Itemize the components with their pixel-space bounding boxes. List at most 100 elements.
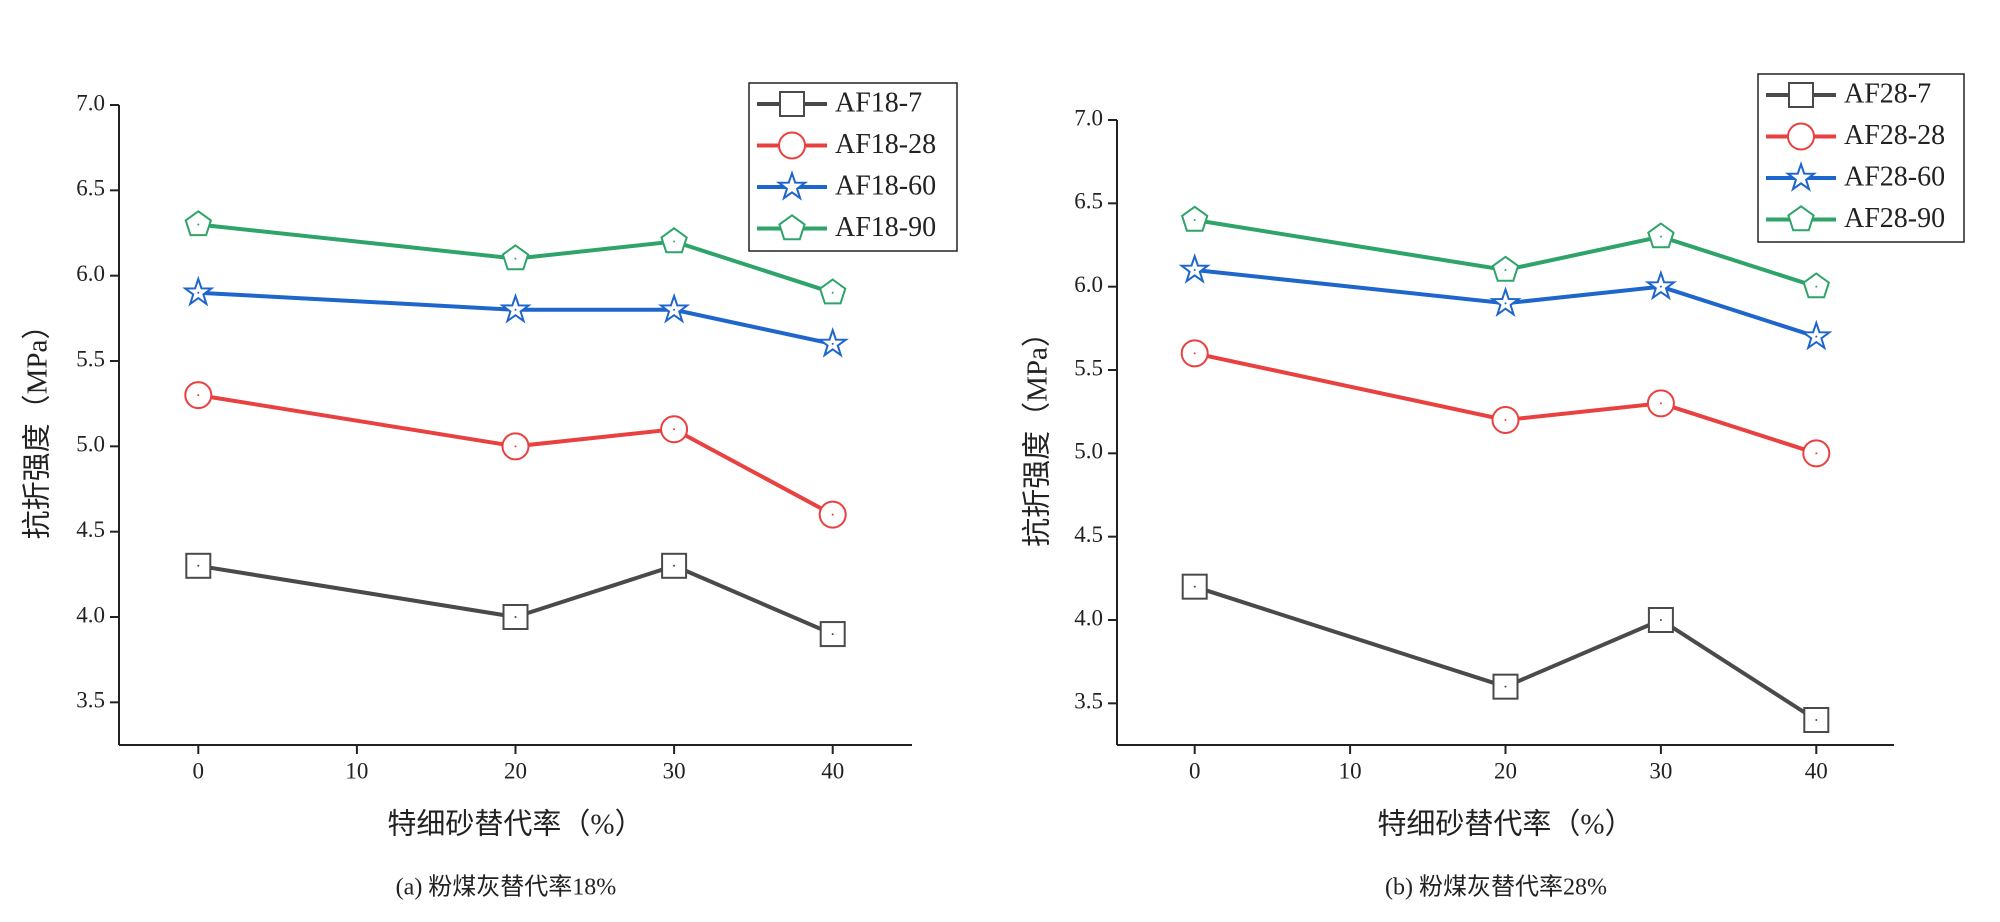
x-tick-label: 30 xyxy=(663,758,686,783)
y-tick-label: 3.5 xyxy=(76,688,105,713)
legend-label: AF28-60 xyxy=(1844,161,1945,192)
x-tick-label: 10 xyxy=(1339,758,1362,783)
series-line xyxy=(197,563,834,636)
series-line xyxy=(1194,218,1817,289)
data-point xyxy=(182,275,215,307)
legend-label: AF18-7 xyxy=(835,87,922,118)
data-point xyxy=(1800,319,1833,351)
marker-dot xyxy=(1659,619,1662,621)
data-point xyxy=(501,244,530,271)
y-tick-label: 5.5 xyxy=(1074,355,1103,380)
y-tick-label: 6.0 xyxy=(1074,272,1103,297)
data-point xyxy=(1644,269,1677,301)
marker-dot xyxy=(1504,302,1507,305)
data-point xyxy=(1180,205,1209,232)
marker-dot xyxy=(673,308,676,311)
marker-dot xyxy=(1193,352,1196,355)
legend-label: AF18-90 xyxy=(835,212,936,243)
data-point xyxy=(499,292,532,324)
marker-dot xyxy=(673,564,676,567)
marker-dot xyxy=(831,633,834,636)
marker-dot xyxy=(1504,419,1507,421)
data-point xyxy=(1802,272,1831,299)
x-axis-title: 特细砂替代率（%） xyxy=(1377,808,1633,841)
series-line xyxy=(1194,268,1817,339)
marker-dot xyxy=(1504,269,1507,271)
legend-label: AF18-60 xyxy=(835,170,936,201)
marker-dot xyxy=(673,240,676,243)
x-tick-label: 0 xyxy=(1189,758,1201,783)
y-tick-label: 7.0 xyxy=(1074,105,1103,130)
marker-dot xyxy=(1659,235,1662,238)
marker-dot xyxy=(1659,285,1662,288)
legend-label: AF28-7 xyxy=(1844,78,1931,109)
y-tick-label: 3.5 xyxy=(1074,689,1103,714)
y-tick-label: 4.5 xyxy=(1074,522,1103,547)
x-axis-title: 特细砂替代率（%） xyxy=(387,808,643,841)
legend-marker xyxy=(1787,205,1815,232)
marker-dot xyxy=(197,394,200,397)
legend-label: AF28-28 xyxy=(1844,120,1945,151)
y-tick-label: 6.0 xyxy=(76,261,105,286)
series-line xyxy=(1194,584,1818,722)
x-tick-label: 40 xyxy=(1805,758,1828,783)
x-tick-label: 0 xyxy=(193,758,205,783)
marker-dot xyxy=(1193,269,1196,271)
marker-dot xyxy=(1193,585,1196,588)
data-point xyxy=(816,326,849,358)
series-line xyxy=(1194,351,1817,456)
marker-dot xyxy=(514,616,517,618)
y-axis-title: 抗折强度（MPa） xyxy=(21,311,54,540)
series-line xyxy=(198,290,834,346)
data-point xyxy=(1491,255,1520,282)
legend-label: AF18-28 xyxy=(835,129,936,160)
legend-marker xyxy=(1784,161,1818,192)
marker-dot xyxy=(197,223,200,226)
y-axis-title: 抗折强度（MPa） xyxy=(1021,318,1054,547)
data-point xyxy=(1489,286,1522,318)
legend-label: AF28-90 xyxy=(1844,203,1945,234)
marker-dot xyxy=(197,564,200,567)
data-point xyxy=(1803,707,1830,733)
marker-dot xyxy=(514,445,517,448)
legend-marker xyxy=(775,170,809,201)
data-point xyxy=(818,278,847,305)
series-line xyxy=(197,393,834,517)
x-tick-label: 10 xyxy=(345,758,368,783)
marker-dot xyxy=(831,291,834,294)
legend-marker xyxy=(779,91,805,117)
x-tick-label: 20 xyxy=(504,758,527,783)
marker-dot xyxy=(197,291,200,294)
legend-marker xyxy=(778,131,806,160)
y-tick-label: 6.5 xyxy=(1074,189,1103,214)
marker-dot xyxy=(514,308,517,311)
marker-dot xyxy=(1504,685,1507,688)
caption: (a) 粉煤灰替代率18% xyxy=(396,874,617,901)
y-tick-label: 5.0 xyxy=(76,432,105,457)
marker-dot xyxy=(1815,452,1818,455)
data-point xyxy=(1647,222,1675,249)
x-tick-label: 20 xyxy=(1494,758,1517,783)
marker-dot xyxy=(1815,285,1818,288)
data-point xyxy=(1492,673,1519,700)
marker-dot xyxy=(1815,719,1818,721)
data-point xyxy=(658,292,691,324)
caption: (b) 粉煤灰替代率28% xyxy=(1385,874,1607,901)
data-point xyxy=(184,210,213,237)
series-line xyxy=(198,222,834,295)
x-tick-label: 30 xyxy=(1649,758,1672,783)
legend-marker xyxy=(1788,82,1814,108)
y-tick-label: 5.5 xyxy=(76,346,105,371)
y-tick-label: 6.5 xyxy=(76,176,105,201)
marker-dot xyxy=(831,342,834,345)
y-tick-label: 4.0 xyxy=(1074,605,1103,630)
marker-dot xyxy=(831,513,834,516)
marker-dot xyxy=(1659,402,1662,405)
y-tick-label: 7.0 xyxy=(76,90,105,115)
data-point xyxy=(660,227,688,254)
marker-dot xyxy=(514,257,517,260)
x-tick-label: 40 xyxy=(821,758,844,783)
data-point xyxy=(1178,253,1211,284)
legend-marker xyxy=(778,214,806,241)
